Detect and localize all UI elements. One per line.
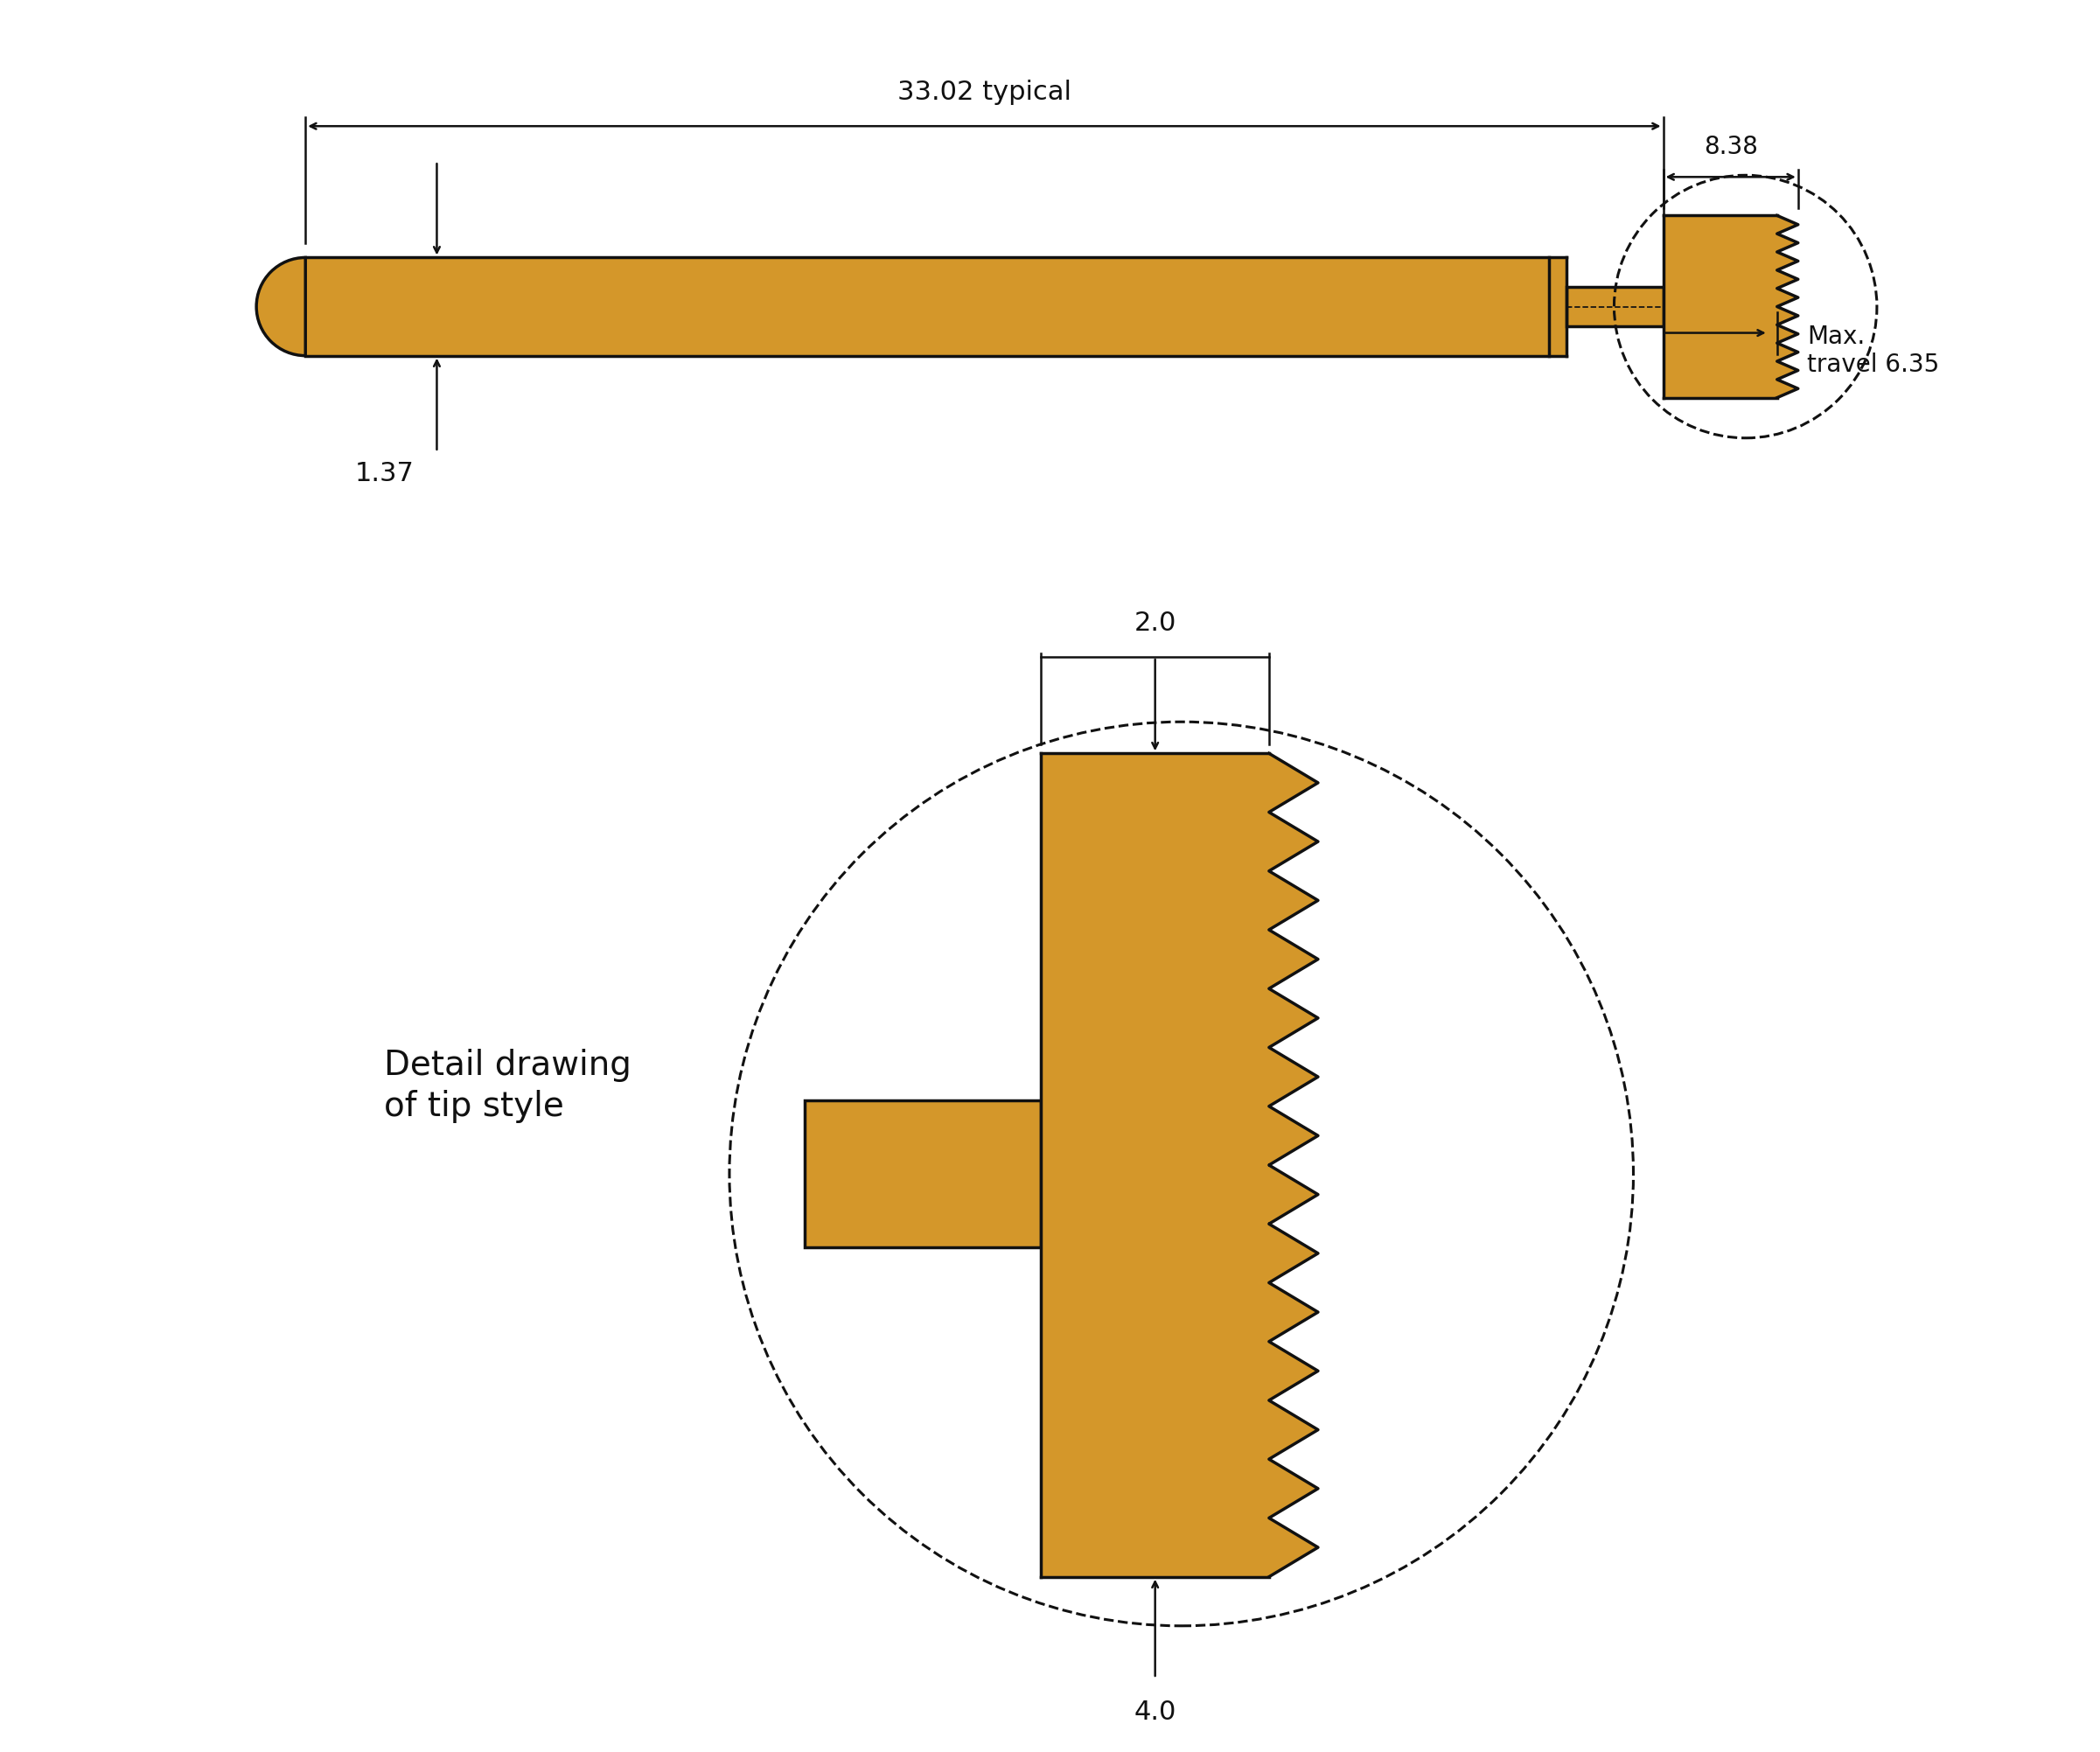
Polygon shape — [1777, 307, 1798, 324]
Polygon shape — [1268, 1400, 1319, 1459]
Bar — [804, 1100, 1042, 1247]
Polygon shape — [1777, 252, 1798, 270]
Polygon shape — [1268, 930, 1319, 988]
Polygon shape — [1777, 361, 1798, 380]
Wedge shape — [256, 258, 304, 356]
Text: 2.0: 2.0 — [1134, 611, 1176, 636]
Bar — [1567, 287, 1663, 326]
Polygon shape — [1777, 289, 1798, 307]
Polygon shape — [1268, 1517, 1319, 1577]
Bar — [1663, 215, 1777, 398]
Polygon shape — [1268, 1342, 1319, 1400]
Text: 8.38: 8.38 — [1703, 135, 1758, 159]
Polygon shape — [1268, 1225, 1319, 1282]
Polygon shape — [1777, 324, 1798, 343]
Bar — [1042, 753, 1268, 1577]
Text: Detail drawing
of tip style: Detail drawing of tip style — [384, 1049, 632, 1123]
Polygon shape — [1777, 343, 1798, 361]
Polygon shape — [1268, 871, 1319, 930]
Text: Max.
travel 6.35: Max. travel 6.35 — [1806, 324, 1938, 377]
Text: 1.37: 1.37 — [355, 461, 414, 485]
Polygon shape — [1268, 988, 1319, 1048]
Text: 4.0: 4.0 — [1134, 1699, 1176, 1724]
Polygon shape — [1268, 1106, 1319, 1165]
Polygon shape — [1268, 1282, 1319, 1342]
Polygon shape — [1268, 753, 1319, 813]
Polygon shape — [1268, 813, 1319, 871]
Polygon shape — [1268, 1459, 1319, 1517]
Polygon shape — [1268, 1165, 1319, 1225]
Polygon shape — [1777, 380, 1798, 398]
Polygon shape — [1268, 1048, 1319, 1106]
Bar — [304, 258, 1567, 356]
Polygon shape — [1777, 270, 1798, 289]
Polygon shape — [1777, 215, 1798, 233]
Polygon shape — [1777, 233, 1798, 252]
Text: 33.02 typical: 33.02 typical — [897, 81, 1071, 105]
